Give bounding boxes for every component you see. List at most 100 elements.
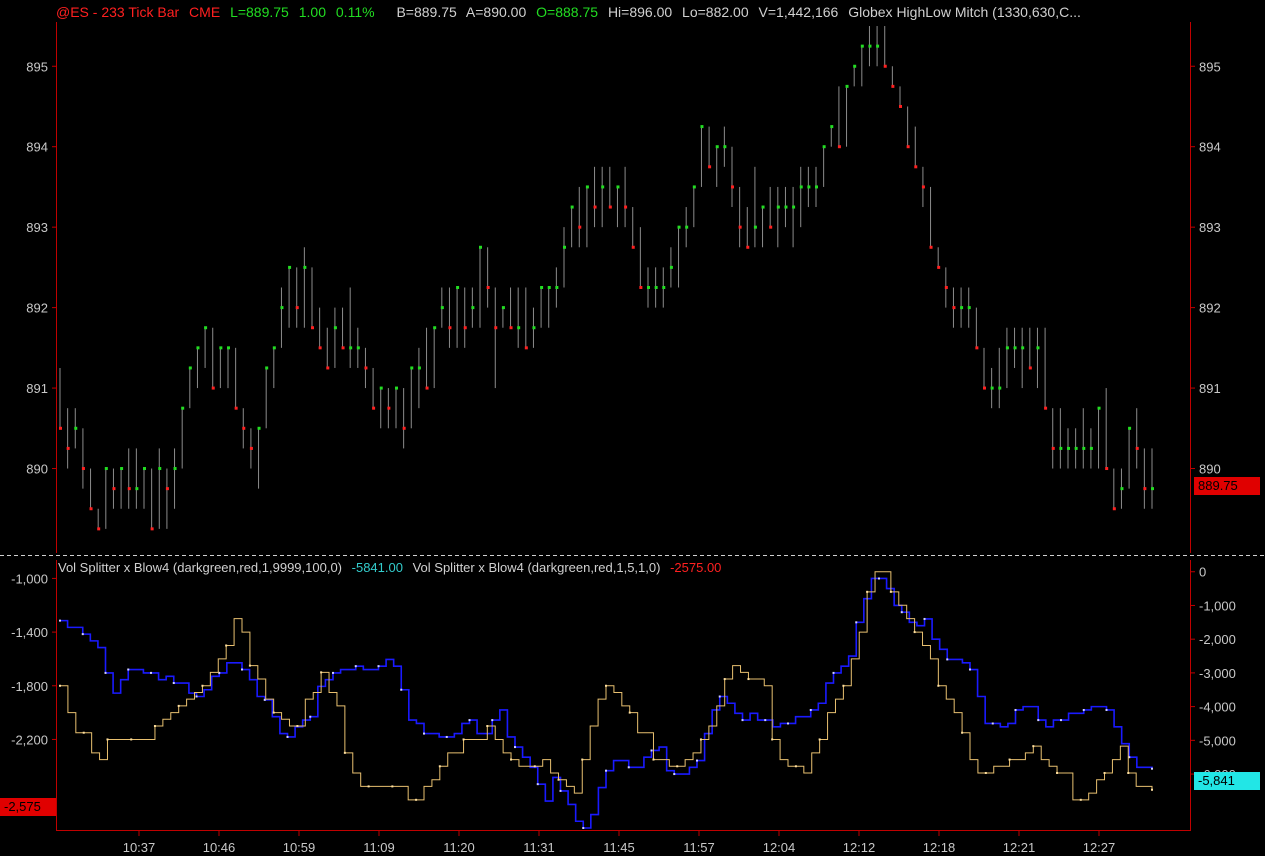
close-tick [669,265,673,269]
close-tick [738,225,742,229]
close-tick [440,306,444,310]
indicator-point [1014,708,1017,711]
close-tick [952,306,956,310]
close-tick [1059,446,1063,450]
close-tick [219,346,223,350]
indicator-point [818,738,821,741]
close-tick [883,64,887,68]
indicator-point [415,798,418,801]
indicator-point [1151,788,1153,791]
time-label: 10:46 [203,840,236,855]
close-tick [387,406,391,410]
indicator-point [984,771,987,774]
close-tick [1097,406,1101,410]
close-tick [417,366,421,370]
close-tick [784,205,788,209]
indicator-point [878,577,880,580]
indicator-point [106,738,109,741]
close-tick [906,145,910,149]
close-tick [593,205,597,209]
close-tick [288,265,292,269]
close-tick [608,205,612,209]
close-tick [280,306,284,310]
close-tick [433,326,437,330]
indicator-point [809,708,812,711]
close-tick [692,185,696,189]
close-tick [647,286,650,289]
close-tick [685,225,689,229]
close-tick [677,225,681,229]
close-tick [486,286,490,289]
close-tick [891,84,895,88]
close-tick [249,446,253,450]
axes-layer [0,22,1265,831]
indicator-point [81,633,84,636]
indicator-point [718,695,721,698]
indicator-point [741,719,744,722]
ind-label-right: -2,000 [1199,632,1236,647]
close-tick [494,326,498,330]
close-tick [1135,446,1139,450]
close-tick [364,366,368,370]
indicator-point [676,765,679,768]
close-tick [616,185,620,189]
close-tick [921,185,925,189]
price-label-right: 893 [1199,220,1221,235]
last-price: L=889.75 [230,4,289,20]
close-tick [967,306,971,310]
indicator-point [391,785,394,788]
indicator-point [536,783,539,786]
indicator-point [764,719,767,722]
time-label: 11:20 [443,840,475,855]
time-label: 12:12 [843,840,876,855]
close-tick [1151,487,1154,491]
close-tick [937,265,941,269]
close-tick [127,487,131,491]
close-tick [425,386,429,390]
close-tick [372,406,376,410]
indicator-point [1127,771,1130,774]
close-tick [578,225,582,229]
close-tick [173,467,177,471]
volume-label: V=1,442,166 [758,4,839,20]
chart-header: @ES - 233 Tick Bar CME L=889.75 1.00 0.1… [56,4,1087,20]
close-tick [662,286,666,289]
close-tick [188,366,192,370]
indicator-point [747,678,750,681]
indicator-point [557,778,560,781]
price-label-left: 891 [26,381,48,396]
close-tick [311,326,314,330]
indicator-point [650,749,653,752]
indicator-point [1056,771,1059,774]
indicator-point [104,671,107,674]
open-price: O=888.75 [536,4,599,20]
close-tick [983,386,986,390]
close-tick [853,64,857,68]
indicator-point [627,766,630,769]
close-tick [341,346,345,350]
indicator-point [486,725,489,728]
indicator-point [130,738,133,741]
close-tick [74,426,78,430]
close-tick [66,446,70,450]
indicator-point [195,695,198,698]
close-tick [517,326,521,330]
indicator-point [423,732,425,735]
indicator-point [794,765,797,768]
indicator-point [832,671,835,674]
indicator-point [1037,719,1040,722]
ind-label-left: -1,800 [11,679,48,694]
close-tick [761,205,765,209]
close-tick [830,125,834,129]
indicator-point [127,668,130,671]
exchange-label: CME [189,4,221,20]
close-tick [158,467,162,471]
indicator1-name: Vol Splitter x Blow4 (darkgreen,red,1,99… [58,560,343,575]
close-tick [547,286,551,289]
close-tick [524,346,528,350]
close-tick [624,205,628,209]
indicator-point [628,711,631,714]
close-tick [769,225,773,229]
time-label: 12:04 [763,840,796,855]
price-label-left: 895 [26,59,48,74]
